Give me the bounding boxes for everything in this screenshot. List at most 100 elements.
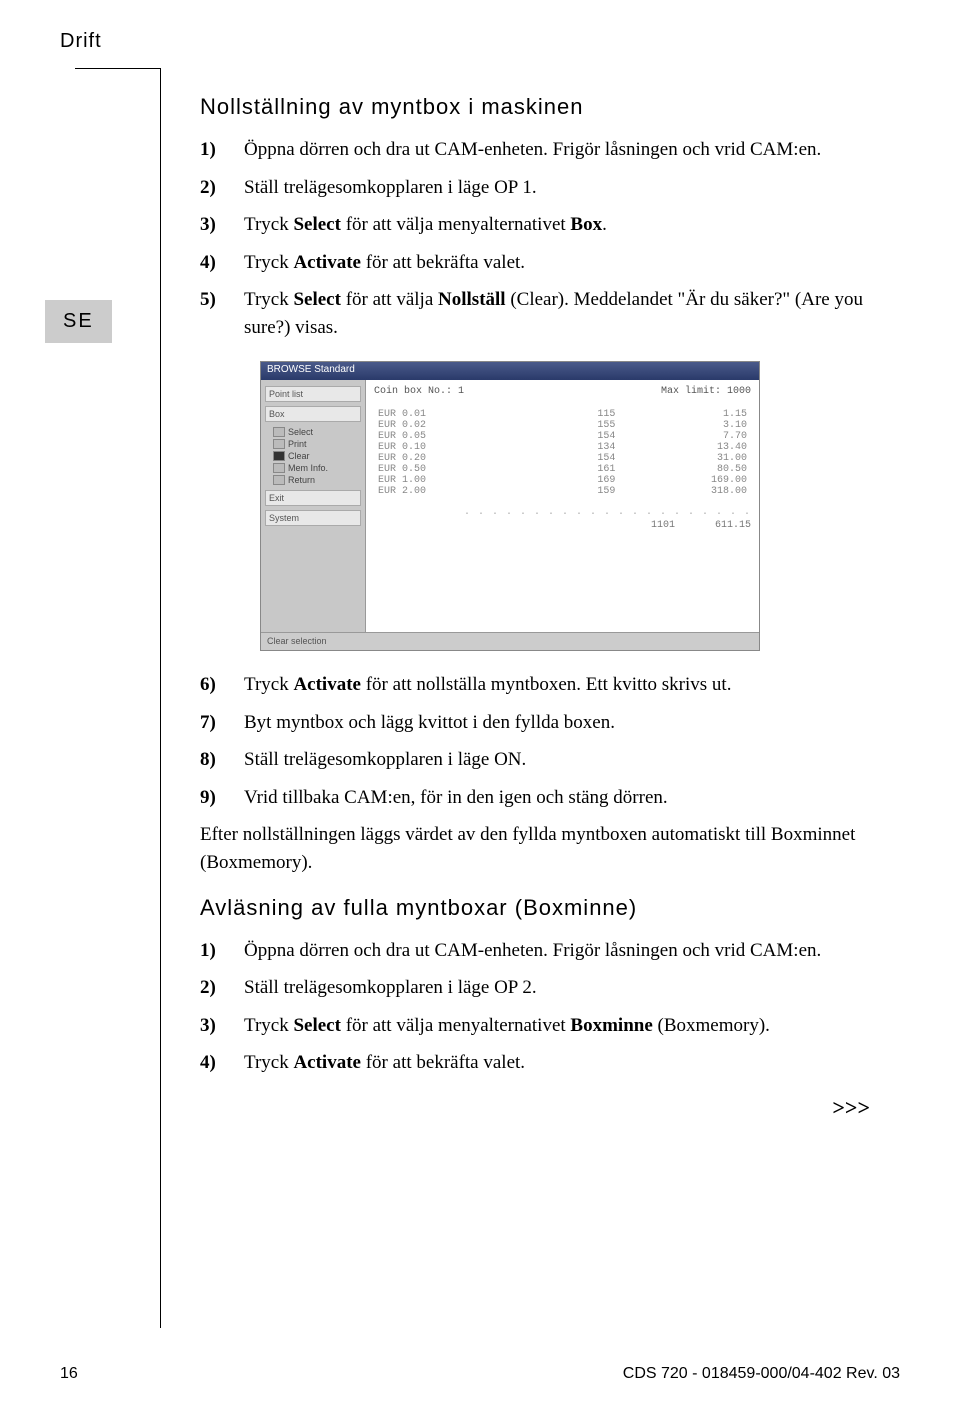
step-num: 1) <box>200 136 244 164</box>
bold: Nollställ <box>438 289 506 310</box>
step-num: 7) <box>200 709 244 737</box>
doc-id: CDS 720 - 018459-000/04-402 Rev. 03 <box>623 1365 900 1383</box>
coin-table: EUR 0.011151.15 EUR 0.021553.10 EUR 0.05… <box>374 409 751 497</box>
step-num: 1) <box>200 937 244 965</box>
btn-label: Return <box>288 475 315 485</box>
t: för att välja menyalternativet <box>341 214 570 235</box>
sidebar-btn-meminfo[interactable]: Mem Info. <box>273 462 359 474</box>
step-num: 8) <box>200 746 244 774</box>
t: för att välja menyalternativet <box>341 1015 570 1036</box>
bold: Activate <box>293 1052 361 1073</box>
step-text: Tryck Activate för att bekräfta valet. <box>244 1049 525 1077</box>
rule-vertical <box>160 68 161 1328</box>
step: 3) Tryck Select för att välja menyaltern… <box>200 211 880 239</box>
rule-horizontal <box>75 68 160 69</box>
section2-steps: 1) Öppna dörren och dra ut CAM-enheten. … <box>200 937 880 1077</box>
step-num: 9) <box>200 784 244 812</box>
t: Tryck <box>244 252 293 273</box>
sidebar-btn-select[interactable]: Select <box>273 426 359 438</box>
step: 4) Tryck Activate för att bekräfta valet… <box>200 1049 880 1077</box>
step: 5) Tryck Select för att välja Nollställ … <box>200 286 880 341</box>
btn-label: Mem Info. <box>288 463 328 473</box>
sidebar-btn-print[interactable]: Print <box>273 438 359 450</box>
step-num: 3) <box>200 1012 244 1040</box>
bold: Boxminne <box>570 1015 652 1036</box>
dots: . . . . . . . . . . . . . . . . . . . . … <box>374 507 751 518</box>
t: Tryck <box>244 1052 293 1073</box>
step-num: 3) <box>200 211 244 239</box>
t: (Boxmemory). <box>653 1015 770 1036</box>
t: för att bekräfta valet. <box>361 252 525 273</box>
sidebar-extra: System <box>265 510 361 526</box>
step: 8) Ställ trelägesomkopplaren i läge ON. <box>200 746 880 774</box>
step-num: 4) <box>200 249 244 277</box>
bold: Select <box>293 214 340 235</box>
section1-steps: 1) Öppna dörren och dra ut CAM-enheten. … <box>200 136 880 341</box>
step: 2) Ställ trelägesomkopplaren i läge OP 1… <box>200 174 880 202</box>
step: 4) Tryck Activate för att bekräfta valet… <box>200 249 880 277</box>
step-text: Ställ trelägesomkopplaren i läge OP 1. <box>244 174 537 202</box>
step-text: Öppna dörren och dra ut CAM-enheten. Fri… <box>244 136 821 164</box>
step-num: 6) <box>200 671 244 699</box>
section1-title: Nollställning av myntbox i maskinen <box>200 94 880 120</box>
step: 1) Öppna dörren och dra ut CAM-enheten. … <box>200 136 880 164</box>
btn-icon <box>273 451 285 461</box>
t: för att bekräfta valet. <box>361 1052 525 1073</box>
continue-marker: >>> <box>200 1095 880 1121</box>
t: Tryck <box>244 289 293 310</box>
header-section: Drift <box>60 30 102 53</box>
window-titlebar: BROWSE Standard <box>261 362 759 380</box>
total-qty: 1101 <box>651 520 675 531</box>
bold: Activate <box>293 674 361 695</box>
step-text: Öppna dörren och dra ut CAM-enheten. Fri… <box>244 937 821 965</box>
step-num: 2) <box>200 174 244 202</box>
step-num: 2) <box>200 974 244 1002</box>
sidebar-group: Box <box>265 406 361 422</box>
step-text: Vrid tillbaka CAM:en, för in den igen oc… <box>244 784 668 812</box>
t: . <box>602 214 607 235</box>
sidebar-btn-return[interactable]: Return <box>273 474 359 486</box>
step-text: Tryck Select för att välja menyalternati… <box>244 1012 770 1040</box>
step-num: 5) <box>200 286 244 341</box>
btn-icon <box>273 439 285 449</box>
total-val: 611.15 <box>715 520 751 531</box>
section1b-steps: 6) Tryck Activate för att nollställa myn… <box>200 671 880 811</box>
sidebar-buttons: Select Print Clear Mem Info. Return <box>273 426 359 486</box>
section1-para: Efter nollställningen läggs värdet av de… <box>200 821 880 876</box>
language-tab: SE <box>45 300 112 343</box>
btn-icon <box>273 463 285 473</box>
sidebar-group: Point list <box>265 386 361 402</box>
maxlimit-header: Max limit: 1000 <box>661 386 751 397</box>
step-text: Tryck Activate för att bekräfta valet. <box>244 249 525 277</box>
page-footer: 16 CDS 720 - 018459-000/04-402 Rev. 03 <box>60 1365 900 1383</box>
step-text: Tryck Select för att välja menyalternati… <box>244 211 607 239</box>
step-text: Tryck Activate för att nollställa myntbo… <box>244 671 731 699</box>
btn-icon <box>273 427 285 437</box>
step: 6) Tryck Activate för att nollställa myn… <box>200 671 880 699</box>
step: 2) Ställ trelägesomkopplaren i läge OP 2… <box>200 974 880 1002</box>
btn-icon <box>273 475 285 485</box>
sidebar-btn-clear[interactable]: Clear <box>273 450 359 462</box>
step: 3) Tryck Select för att välja menyaltern… <box>200 1012 880 1040</box>
screenshot-sidebar: Point list Box Select Print Clear Mem In… <box>261 380 366 632</box>
section2-title: Avläsning av fulla myntboxar (Boxminne) <box>200 895 880 921</box>
btn-label: Print <box>288 439 307 449</box>
t: för att välja <box>341 289 438 310</box>
t: Tryck <box>244 1015 293 1036</box>
page-number: 16 <box>60 1365 78 1383</box>
coinbox-header: Coin box No.: 1 <box>374 386 464 397</box>
software-screenshot: BROWSE Standard Point list Box Select Pr… <box>260 361 760 651</box>
step-text: Tryck Select för att välja Nollställ (Cl… <box>244 286 880 341</box>
bold: Select <box>293 1015 340 1036</box>
t: Tryck <box>244 214 293 235</box>
step-text: Ställ trelägesomkopplaren i läge ON. <box>244 746 526 774</box>
step: 1) Öppna dörren och dra ut CAM-enheten. … <box>200 937 880 965</box>
step-text: Byt myntbox och lägg kvittot i den fylld… <box>244 709 615 737</box>
step-text: Ställ trelägesomkopplaren i läge OP 2. <box>244 974 537 1002</box>
step-num: 4) <box>200 1049 244 1077</box>
step: 7) Byt myntbox och lägg kvittot i den fy… <box>200 709 880 737</box>
sidebar-extra: Exit <box>265 490 361 506</box>
btn-label: Select <box>288 427 313 437</box>
btn-label: Clear <box>288 451 310 461</box>
screenshot-main: Coin box No.: 1 Max limit: 1000 EUR 0.01… <box>366 380 759 632</box>
